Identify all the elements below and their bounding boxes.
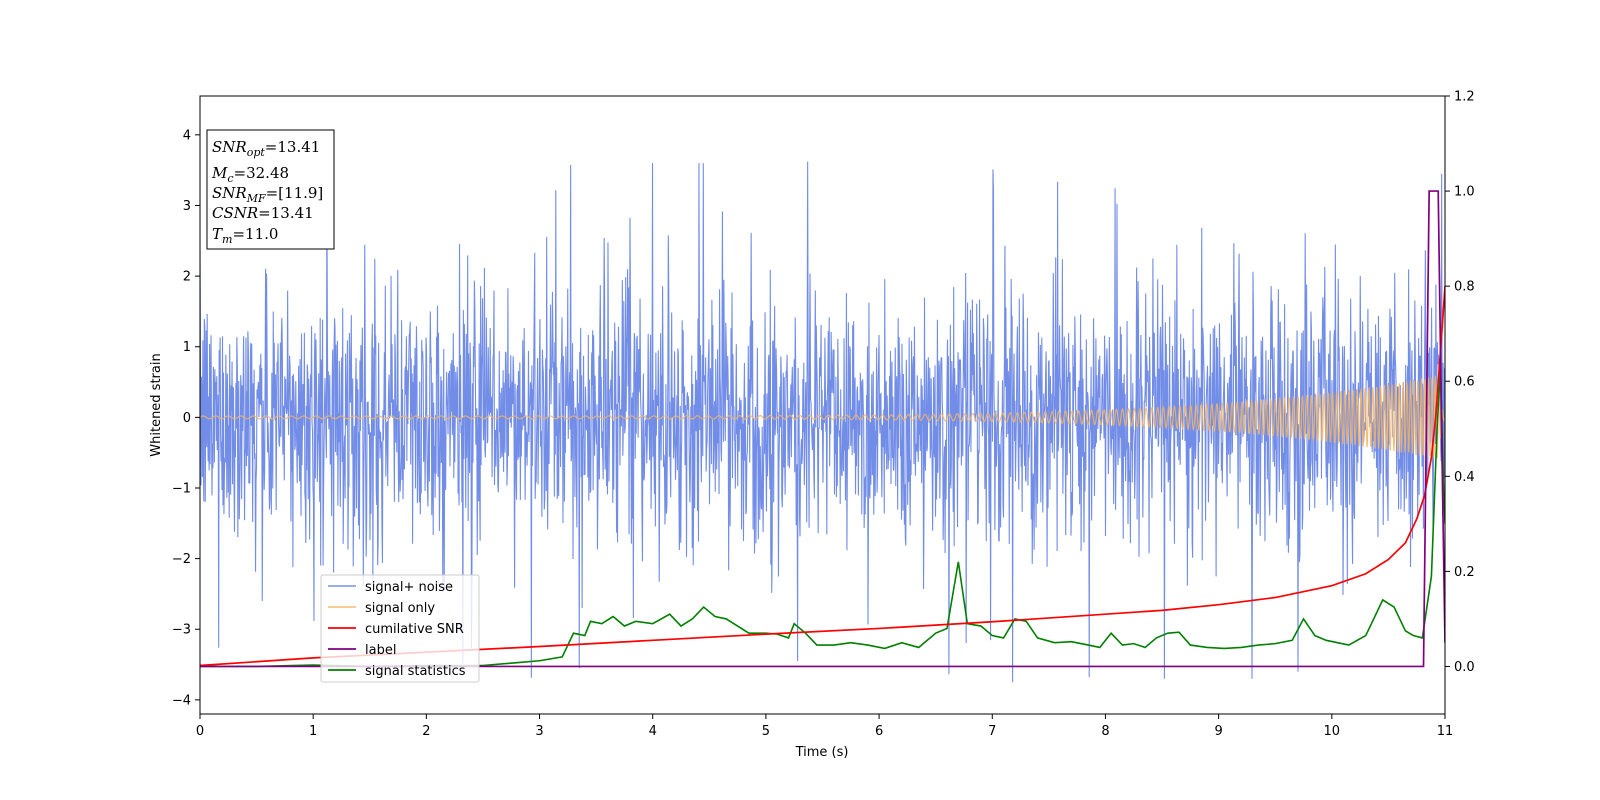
x-tick-label: 0 (196, 724, 204, 739)
y-left-tick-label: 2 (183, 270, 191, 285)
y-right-tick-label: 0.8 (1454, 280, 1475, 295)
stats-value: =11.0 (232, 225, 278, 243)
x-tick-label: 7 (988, 724, 996, 739)
y-left-tick-label: 3 (183, 199, 191, 214)
y-right-tick-label: 0.6 (1454, 375, 1475, 390)
x-tick-label: 4 (649, 724, 657, 739)
stats-symbol: SNR (212, 138, 247, 156)
stats-annotation-line: CSNR=13.41 (212, 204, 314, 222)
x-tick-label: 10 (1324, 724, 1341, 739)
series-signal-noise-line (200, 161, 1445, 683)
stats-annotation-line: Mc=32.48 (211, 164, 289, 185)
stats-symbol: SNR (212, 184, 247, 202)
legend-entry-label: cumilative SNR (365, 622, 464, 637)
y-left-tick-label: 0 (183, 411, 191, 426)
stats-value: =13.41 (258, 204, 314, 222)
legend-entry-label: signal statistics (365, 664, 466, 679)
legend: signal+ noise signal only cumilative SNR la… (320, 574, 480, 683)
y-left-tick-label: 4 (183, 128, 191, 143)
x-tick-label: 8 (1101, 724, 1109, 739)
series-signal-only-line (200, 375, 1445, 459)
y-axis-right: 0.0 0.2 0.4 0.6 0.8 1.0 1.2 (1445, 90, 1475, 675)
y-axis-left: −4 −3 −2 −1 0 1 2 3 4 (172, 128, 200, 708)
series-cumulative-snr-line (200, 286, 1445, 667)
stats-annotation-line: SNRopt=13.41 (212, 138, 320, 159)
y-left-tick-label: −3 (172, 623, 191, 638)
stats-subscript: m (222, 233, 232, 246)
stats-symbol: T (212, 225, 223, 243)
y-right-tick-label: 0.0 (1454, 660, 1475, 675)
x-tick-label: 11 (1437, 724, 1454, 739)
y-right-tick-label: 0.2 (1454, 565, 1475, 580)
stats-subscript: opt (247, 146, 266, 159)
x-tick-label: 1 (309, 724, 317, 739)
x-tick-label: 5 (762, 724, 770, 739)
legend-frame (320, 574, 480, 683)
stats-value: =13.41 (265, 138, 321, 156)
x-tick-label: 3 (535, 724, 543, 739)
stats-annotation-line: Tm=11.0 (212, 225, 278, 246)
plot-frame (199, 95, 1446, 715)
y-left-tick-label: −1 (172, 481, 191, 496)
x-axis-label: Time (s) (795, 745, 849, 760)
stats-value: =32.48 (234, 164, 290, 182)
stats-subscript: c (227, 172, 233, 185)
y-right-tick-label: 0.4 (1454, 470, 1475, 485)
y-axis-label: Whitened strain (149, 353, 164, 456)
x-tick-label: 6 (875, 724, 883, 739)
stats-symbol: CSNR (212, 204, 258, 222)
y-left-tick-label: −4 (172, 693, 191, 708)
stats-symbol: M (211, 164, 228, 182)
series-label-line (200, 190, 1445, 668)
stats-annotation-frame (206, 129, 335, 250)
x-axis: 0 1 2 3 4 5 6 7 8 9 10 11 (196, 714, 1453, 739)
stats-value: =[11.9] (266, 184, 324, 202)
legend-entry-label: signal only (365, 601, 435, 616)
y-right-tick-label: 1.0 (1454, 185, 1475, 200)
y-left-tick-label: 1 (183, 340, 191, 355)
stats-annotation-box: SNRopt=13.41Mc=32.48SNRMF=[11.9]CSNR=13.… (206, 129, 335, 250)
stats-subscript: MF (246, 192, 266, 205)
legend-entry-label: signal+ noise (365, 580, 453, 595)
y-right-tick-label: 1.2 (1454, 90, 1475, 105)
stats-annotation-line: SNRMF=[11.9] (212, 184, 323, 205)
legend-entry-label: label (365, 643, 396, 658)
x-tick-label: 9 (1214, 724, 1222, 739)
series-layer (200, 161, 1445, 683)
x-tick-label: 2 (422, 724, 430, 739)
y-left-tick-label: −2 (172, 552, 191, 567)
